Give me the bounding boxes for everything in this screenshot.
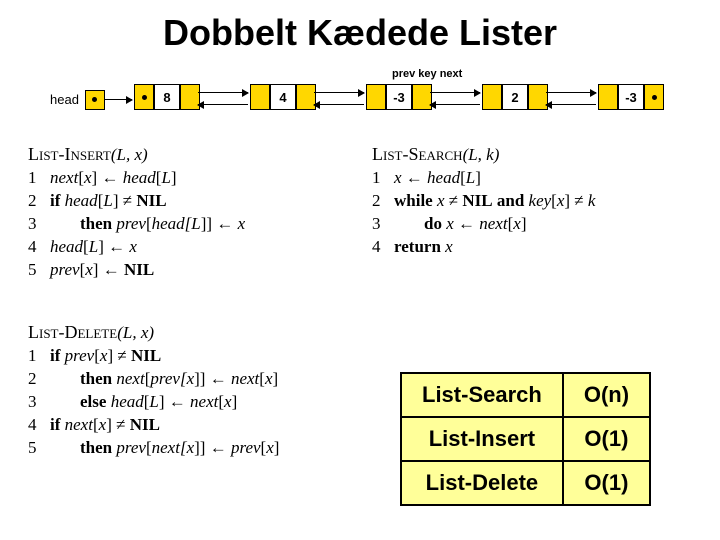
list-node: 4 [250,84,316,110]
proc-title: List-Search [372,144,463,164]
arrow [104,99,132,100]
code-line: 4return x [372,236,595,259]
head-label: head [50,92,79,107]
list-node: 8 [134,84,200,110]
code-line: 5prev[x] ← NIL [28,259,245,282]
code-line: 2while x ≠ NIL and key[x] ≠ k [372,190,595,213]
proc-title: List-Insert [28,144,111,164]
key-cell: 4 [270,84,296,110]
list-insert-code: List-Insert(L, x) 1next[x] ← head[L]2if … [28,142,245,282]
proc-args: (L, x) [117,323,154,342]
code-line: 3then prev[head[L]] ← x [28,213,245,236]
prev-cell [598,84,618,110]
proc-args: (L, x) [111,145,148,164]
key-cell: -3 [386,84,412,110]
table-row: List-Search O(n) [401,373,650,417]
code-line: 3else head[L] ← next[x] [28,391,279,414]
code-line: 4head[L] ← x [28,236,245,259]
head-box [85,90,105,110]
arrow [198,104,248,105]
op-complexity: O(1) [563,417,650,461]
code-line: 2if head[L] ≠ NIL [28,190,245,213]
code-line: 5then prev[next[x]] ← prev[x] [28,437,279,460]
code-line: 2then next[prev[x]] ← next[x] [28,368,279,391]
prev-cell [250,84,270,110]
op-name: List-Search [401,373,563,417]
op-complexity: O(n) [563,373,650,417]
code-line: 4if next[x] ≠ NIL [28,414,279,437]
list-node: 2 [482,84,548,110]
list-node: -3 [366,84,432,110]
arrow [546,92,596,93]
code-line: 1if prev[x] ≠ NIL [28,345,279,368]
list-node: -3 [598,84,664,110]
table-row: List-Insert O(1) [401,417,650,461]
code-line: 3do x ← next[x] [372,213,595,236]
code-line: 1next[x] ← head[L] [28,167,245,190]
key-cell: 2 [502,84,528,110]
proc-args: (L, k) [463,145,500,164]
prev-cell [366,84,386,110]
arrow [314,92,364,93]
proc-title: List-Delete [28,322,117,342]
op-name: List-Insert [401,417,563,461]
key-cell: -3 [618,84,644,110]
arrow [314,104,364,105]
arrow [198,92,248,93]
op-complexity: O(1) [563,461,650,505]
column-labels: prev key next [392,68,462,80]
arrow [546,104,596,105]
op-name: List-Delete [401,461,563,505]
table-row: List-Delete O(1) [401,461,650,505]
slide-title: Dobbelt Kædede Lister [0,0,720,54]
arrow [430,92,480,93]
complexity-table: List-Search O(n) List-Insert O(1) List-D… [400,372,651,506]
list-delete-code: List-Delete(L, x) 1if prev[x] ≠ NIL2then… [28,320,279,460]
arrow [430,104,480,105]
key-cell: 8 [154,84,180,110]
linked-list-diagram: prev key next head 8 4 -3 2 -3 [50,70,690,130]
next-cell [644,84,664,110]
code-line: 1x ← head[L] [372,167,595,190]
list-search-code: List-Search(L, k) 1x ← head[L]2while x ≠… [372,142,595,259]
prev-cell [134,84,154,110]
prev-cell [482,84,502,110]
